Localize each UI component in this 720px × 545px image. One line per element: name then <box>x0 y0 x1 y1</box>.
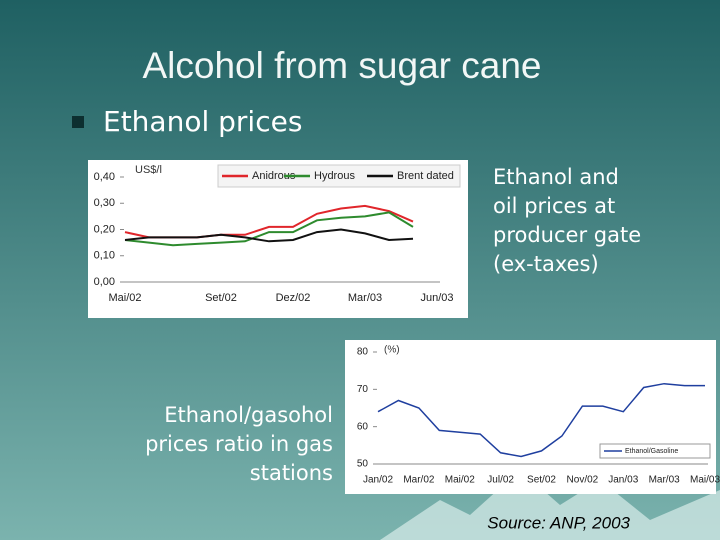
y-tick-label: 0,30 <box>94 197 115 209</box>
x-tick-label: Mar/03 <box>348 292 382 304</box>
y-tick-label: 50 <box>357 459 369 470</box>
legend-label: Ethanol/Gasoline <box>625 448 678 455</box>
y-tick-label: 0,40 <box>94 171 115 183</box>
slide-title: Alcohol from sugar cane <box>143 45 542 86</box>
chart-background <box>345 340 716 494</box>
series-line <box>124 211 414 247</box>
x-tick-label: Mai/02 <box>445 475 475 486</box>
y-tick-label: 0,00 <box>94 276 115 288</box>
caption-line: (ex-taxes) <box>493 252 599 276</box>
x-tick-label: Mai/02 <box>108 292 141 304</box>
x-tick-label: Jun/03 <box>420 292 453 304</box>
bullet-icon <box>72 116 84 128</box>
legend-label: Brent dated <box>397 170 454 182</box>
legend-box <box>217 164 461 188</box>
y-tick-label: 70 <box>357 384 369 395</box>
caption-line: prices ratio in gas <box>145 432 333 456</box>
caption-line: stations <box>250 461 333 485</box>
caption-line: Ethanol/gasohol <box>164 403 333 427</box>
y-tick-label: 0,20 <box>94 223 115 235</box>
x-tick-label: Set/02 <box>527 475 556 486</box>
bullet-text: Ethanol prices <box>103 105 302 138</box>
x-tick-label: Mar/03 <box>649 475 681 486</box>
legend-label: Hydrous <box>314 170 355 182</box>
x-tick-label: Nov/02 <box>567 475 599 486</box>
y-tick-label: 60 <box>357 421 369 432</box>
series-line <box>377 382 705 458</box>
x-tick-label: Mar/02 <box>403 475 435 486</box>
caption-line: oil prices at <box>493 194 615 218</box>
series-line <box>124 228 414 243</box>
legend-box <box>599 443 711 459</box>
x-tick-label: Mai/03 <box>690 475 720 486</box>
y-tick-label: 0,10 <box>94 250 115 262</box>
source: Source: ANP, 2003 <box>487 513 630 532</box>
y-tick-label: 80 <box>357 347 369 358</box>
caption-line: producer gate <box>493 223 641 247</box>
x-tick-label: Jan/02 <box>363 475 393 486</box>
x-tick-label: Set/02 <box>205 292 237 304</box>
caption-line: Ethanol and <box>493 165 619 189</box>
x-tick-label: Jan/03 <box>608 475 638 486</box>
x-tick-label: Jul/02 <box>487 475 514 486</box>
y-axis-label: US$/l <box>135 164 162 176</box>
y-axis-label: (%) <box>384 345 400 356</box>
legend-label: Anidrous <box>252 170 296 182</box>
x-tick-label: Dez/02 <box>276 292 311 304</box>
mountains <box>380 470 720 540</box>
